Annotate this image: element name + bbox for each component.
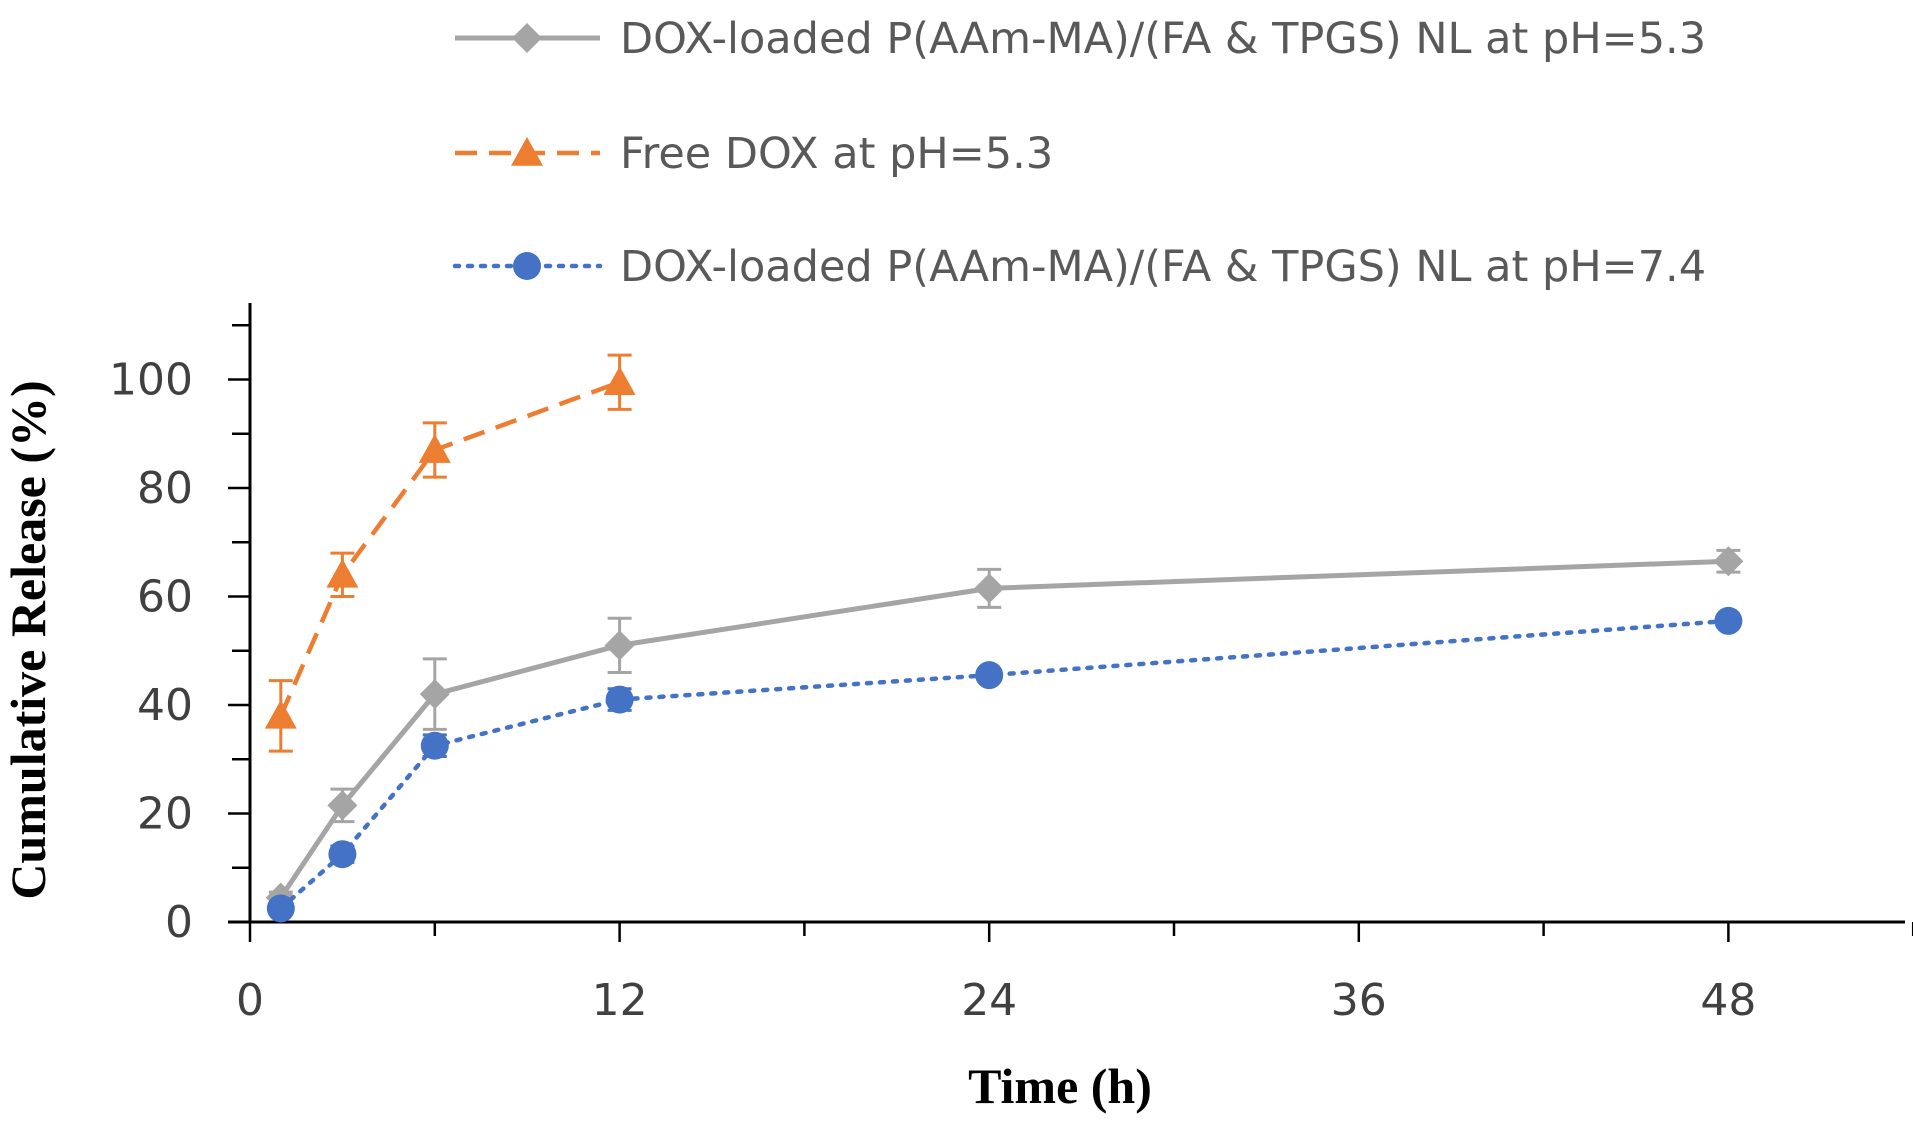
y-tick-label: 100 (109, 355, 193, 406)
data-point-diamond (327, 790, 358, 821)
y-tick-label: 40 (137, 680, 193, 731)
data-point-diamond (1713, 546, 1744, 577)
legend-label: DOX-loaded P(AAm-MA)/(FA & TPGS) NL at p… (620, 14, 1706, 64)
legend-label: DOX-loaded P(AAm-MA)/(FA & TPGS) NL at p… (620, 242, 1706, 292)
data-point-triangle (326, 558, 359, 588)
data-point-circle (975, 661, 1004, 690)
legend-item-3: DOX-loaded P(AAm-MA)/(FA & TPGS) NL at p… (452, 242, 1706, 292)
x-tick-label: 12 (592, 975, 648, 1026)
x-ticks: 0 12 24 36 48 (236, 922, 1913, 1026)
series-line (278, 618, 1731, 911)
data-point-circle (605, 685, 634, 714)
axes (228, 303, 1905, 924)
y-ticks: 0 20 40 60 80 100 (109, 324, 250, 948)
y-tick-label: 20 (137, 789, 193, 840)
series-1 (265, 546, 1744, 913)
data-point-circle (420, 731, 449, 760)
series-line (278, 380, 621, 717)
x-tick-label: 24 (961, 975, 1017, 1026)
legend-label: Free DOX at pH=5.3 (620, 129, 1053, 179)
data-point-diamond (512, 23, 542, 53)
legend-item-1: DOX-loaded P(AAm-MA)/(FA & TPGS) NL at p… (455, 14, 1706, 64)
data-point-circle (513, 252, 541, 280)
data-point-circle (1714, 606, 1743, 635)
data-point-triangle (603, 366, 636, 396)
x-tick-label: 36 (1331, 975, 1387, 1026)
y-tick-label: 80 (137, 463, 193, 514)
data-point-diamond (974, 573, 1005, 604)
series-line (278, 558, 1729, 899)
data-point-diamond (604, 630, 635, 661)
y-tick-label: 0 (165, 897, 193, 948)
x-tick-label: 48 (1700, 975, 1756, 1026)
y-axis-title: Cumulative Release (%) (0, 380, 56, 899)
series-3 (266, 606, 1743, 923)
data-point-triangle (264, 699, 297, 729)
series-2 (264, 353, 636, 753)
data-point-circle (266, 894, 295, 923)
data-point-circle (328, 840, 357, 869)
data-point-diamond (419, 679, 450, 710)
series-layer (264, 353, 1744, 923)
legend-item-2: Free DOX at pH=5.3 (455, 129, 1053, 179)
y-tick-label: 60 (137, 572, 193, 623)
x-axis-title: Time (h) (968, 1058, 1152, 1114)
x-tick-label: 0 (236, 975, 264, 1026)
data-point-triangle (418, 434, 451, 463)
legend: DOX-loaded P(AAm-MA)/(FA & TPGS) NL at p… (452, 14, 1706, 292)
data-point-triangle (511, 137, 543, 166)
